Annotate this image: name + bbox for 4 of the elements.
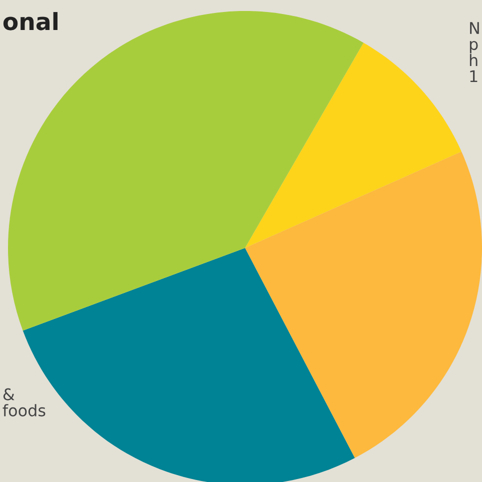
text: N p h 1 <box>470 22 479 82</box>
pie-slice <box>245 42 462 248</box>
text: & foods <box>2 388 46 416</box>
chart-title: onal <box>3 12 58 30</box>
